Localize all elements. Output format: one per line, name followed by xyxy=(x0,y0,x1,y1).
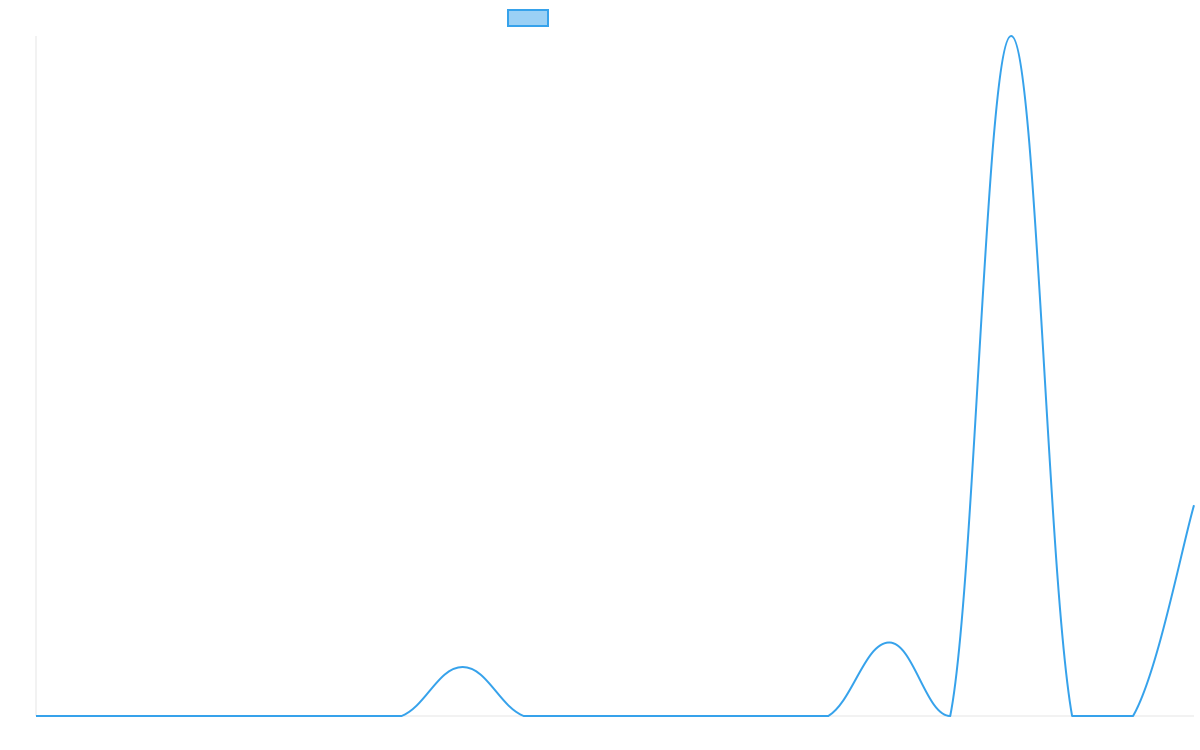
data-point[interactable] xyxy=(1130,713,1136,719)
series-line xyxy=(36,35,1195,717)
data-point[interactable] xyxy=(582,713,588,719)
data-point[interactable] xyxy=(94,713,100,719)
legend[interactable] xyxy=(507,9,549,27)
data-point[interactable] xyxy=(521,713,527,719)
legend-swatch[interactable] xyxy=(507,9,549,27)
data-point[interactable] xyxy=(642,713,648,719)
data-point[interactable] xyxy=(460,664,466,670)
data-point[interactable] xyxy=(764,713,770,719)
series-group xyxy=(33,33,1197,719)
data-point[interactable] xyxy=(1191,502,1197,508)
data-point[interactable] xyxy=(155,713,161,719)
data-point[interactable] xyxy=(277,713,283,719)
data-point[interactable] xyxy=(703,713,709,719)
data-point[interactable] xyxy=(1008,33,1014,39)
data-point[interactable] xyxy=(947,713,953,719)
data-point[interactable] xyxy=(216,713,222,719)
data-point[interactable] xyxy=(1069,713,1075,719)
data-point[interactable] xyxy=(399,713,405,719)
data-point[interactable] xyxy=(338,713,344,719)
data-point[interactable] xyxy=(886,640,892,646)
data-point[interactable] xyxy=(33,713,39,719)
data-point[interactable] xyxy=(825,713,831,719)
